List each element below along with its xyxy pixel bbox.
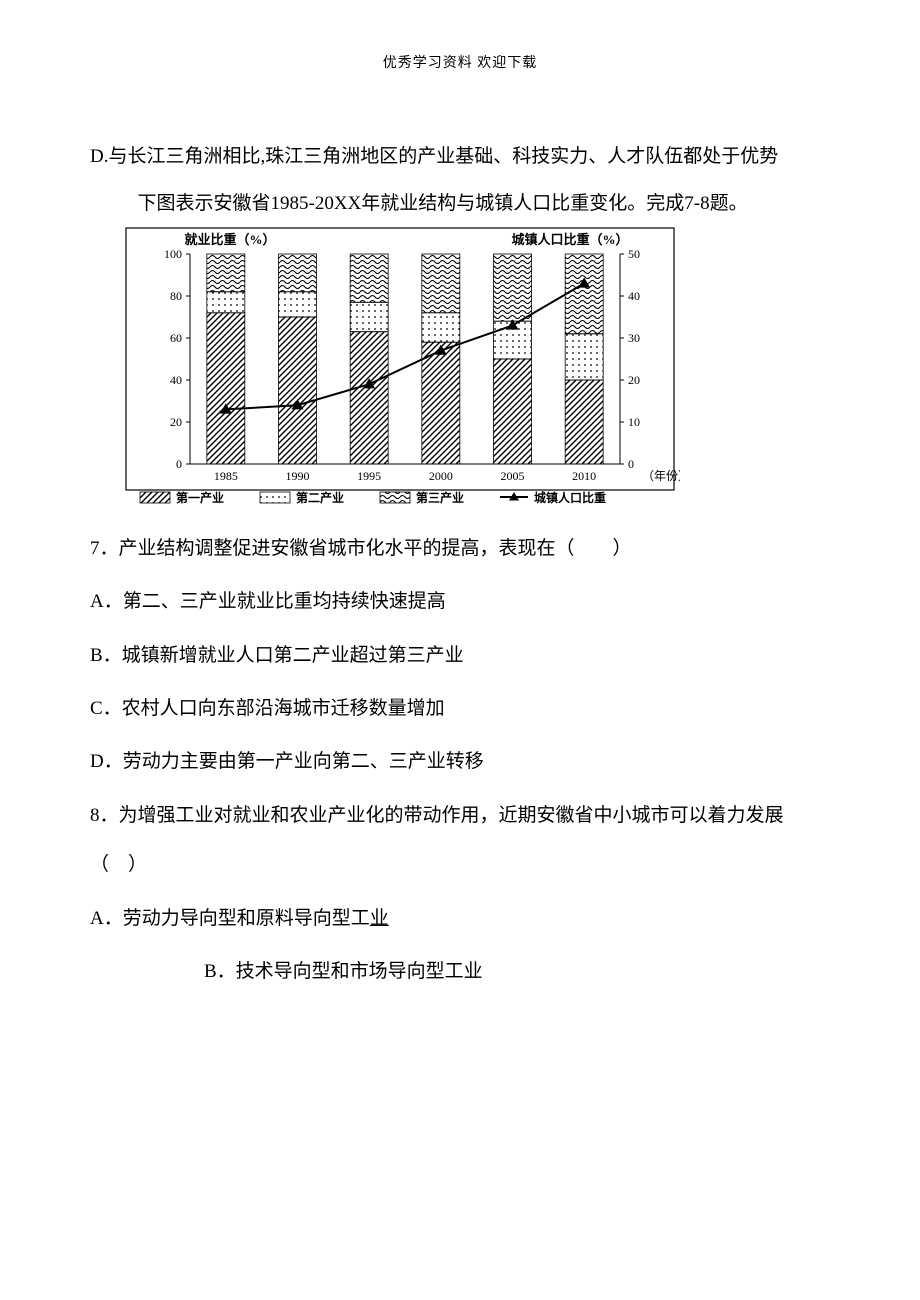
svg-text:第一产业: 第一产业 (176, 490, 224, 505)
svg-text:1990: 1990 (286, 469, 310, 483)
q8-a-underline: 业 (370, 908, 389, 929)
q8-stem: 8．为增强工业对就业和农业产业化的带动作用，近期安徽省中小城市可以着力发展（ ） (90, 791, 830, 890)
svg-text:城镇人口比重（%）: 城镇人口比重（%） (511, 232, 628, 247)
svg-text:就业比重（%）: 就业比重（%） (184, 232, 275, 247)
svg-text:2010: 2010 (572, 469, 596, 483)
svg-text:40: 40 (170, 373, 182, 387)
svg-text:50: 50 (628, 247, 640, 261)
page-header: 优秀学习资料 欢迎下载 (0, 0, 920, 72)
svg-text:第三产业: 第三产业 (416, 490, 464, 505)
employment-urbanization-chart: 就业比重（%） 城镇人口比重（%） 0 20 40 60 80 100 0 10 20 30 40 50 1… (120, 224, 680, 514)
svg-text:40: 40 (628, 289, 640, 303)
q7-option-b: B．城镇新增就业人口第二产业超过第三产业 (90, 631, 830, 680)
chart-container: 就业比重（%） 城镇人口比重（%） 0 20 40 60 80 100 0 10 20 30 40 50 1… (120, 224, 830, 514)
q8-option-b: B．技术导向型和市场导向型工业 (90, 947, 830, 996)
svg-text:20: 20 (628, 373, 640, 387)
svg-text:1985: 1985 (214, 469, 238, 483)
svg-text:20: 20 (170, 415, 182, 429)
q7-option-a: A．第二、三产业就业比重均持续快速提高 (90, 577, 830, 626)
option-d-pearl-river: D.与长江三角洲相比,珠江三角洲地区的产业基础、科技实力、人才队伍都处于优势 (90, 132, 830, 181)
svg-text:60: 60 (170, 331, 182, 345)
svg-text:2000: 2000 (429, 469, 453, 483)
svg-text:30: 30 (628, 331, 640, 345)
document-body: D.与长江三角洲相比,珠江三角洲地区的产业基础、科技实力、人才队伍都处于优势 下… (0, 72, 920, 996)
chart-intro-text: 下图表示安徽省1985-20XX年就业结构与城镇人口比重变化。完成7-8题。 (90, 189, 830, 219)
svg-text:（年份）: （年份） (642, 469, 680, 483)
svg-text:0: 0 (628, 457, 634, 471)
svg-text:第二产业: 第二产业 (296, 490, 344, 505)
svg-text:0: 0 (176, 457, 182, 471)
q8-option-a: A．劳动力导向型和原料导向型工业 (90, 894, 830, 943)
q7-option-d: D．劳动力主要由第一产业向第二、三产业转移 (90, 737, 830, 786)
q8-a-text: A．劳动力导向型和原料导向型工 (90, 908, 370, 929)
q7-option-c: C．农村人口向东部沿海城市迁移数量增加 (90, 684, 830, 733)
svg-text:10: 10 (628, 415, 640, 429)
svg-text:城镇人口比重: 城镇人口比重 (534, 490, 606, 505)
svg-text:80: 80 (170, 289, 182, 303)
svg-text:1995: 1995 (357, 469, 381, 483)
q7-stem: 7．产业结构调整促进安徽省城市化水平的提高，表现在（ ） (90, 524, 830, 573)
svg-text:2005: 2005 (501, 469, 525, 483)
svg-text:100: 100 (164, 247, 182, 261)
